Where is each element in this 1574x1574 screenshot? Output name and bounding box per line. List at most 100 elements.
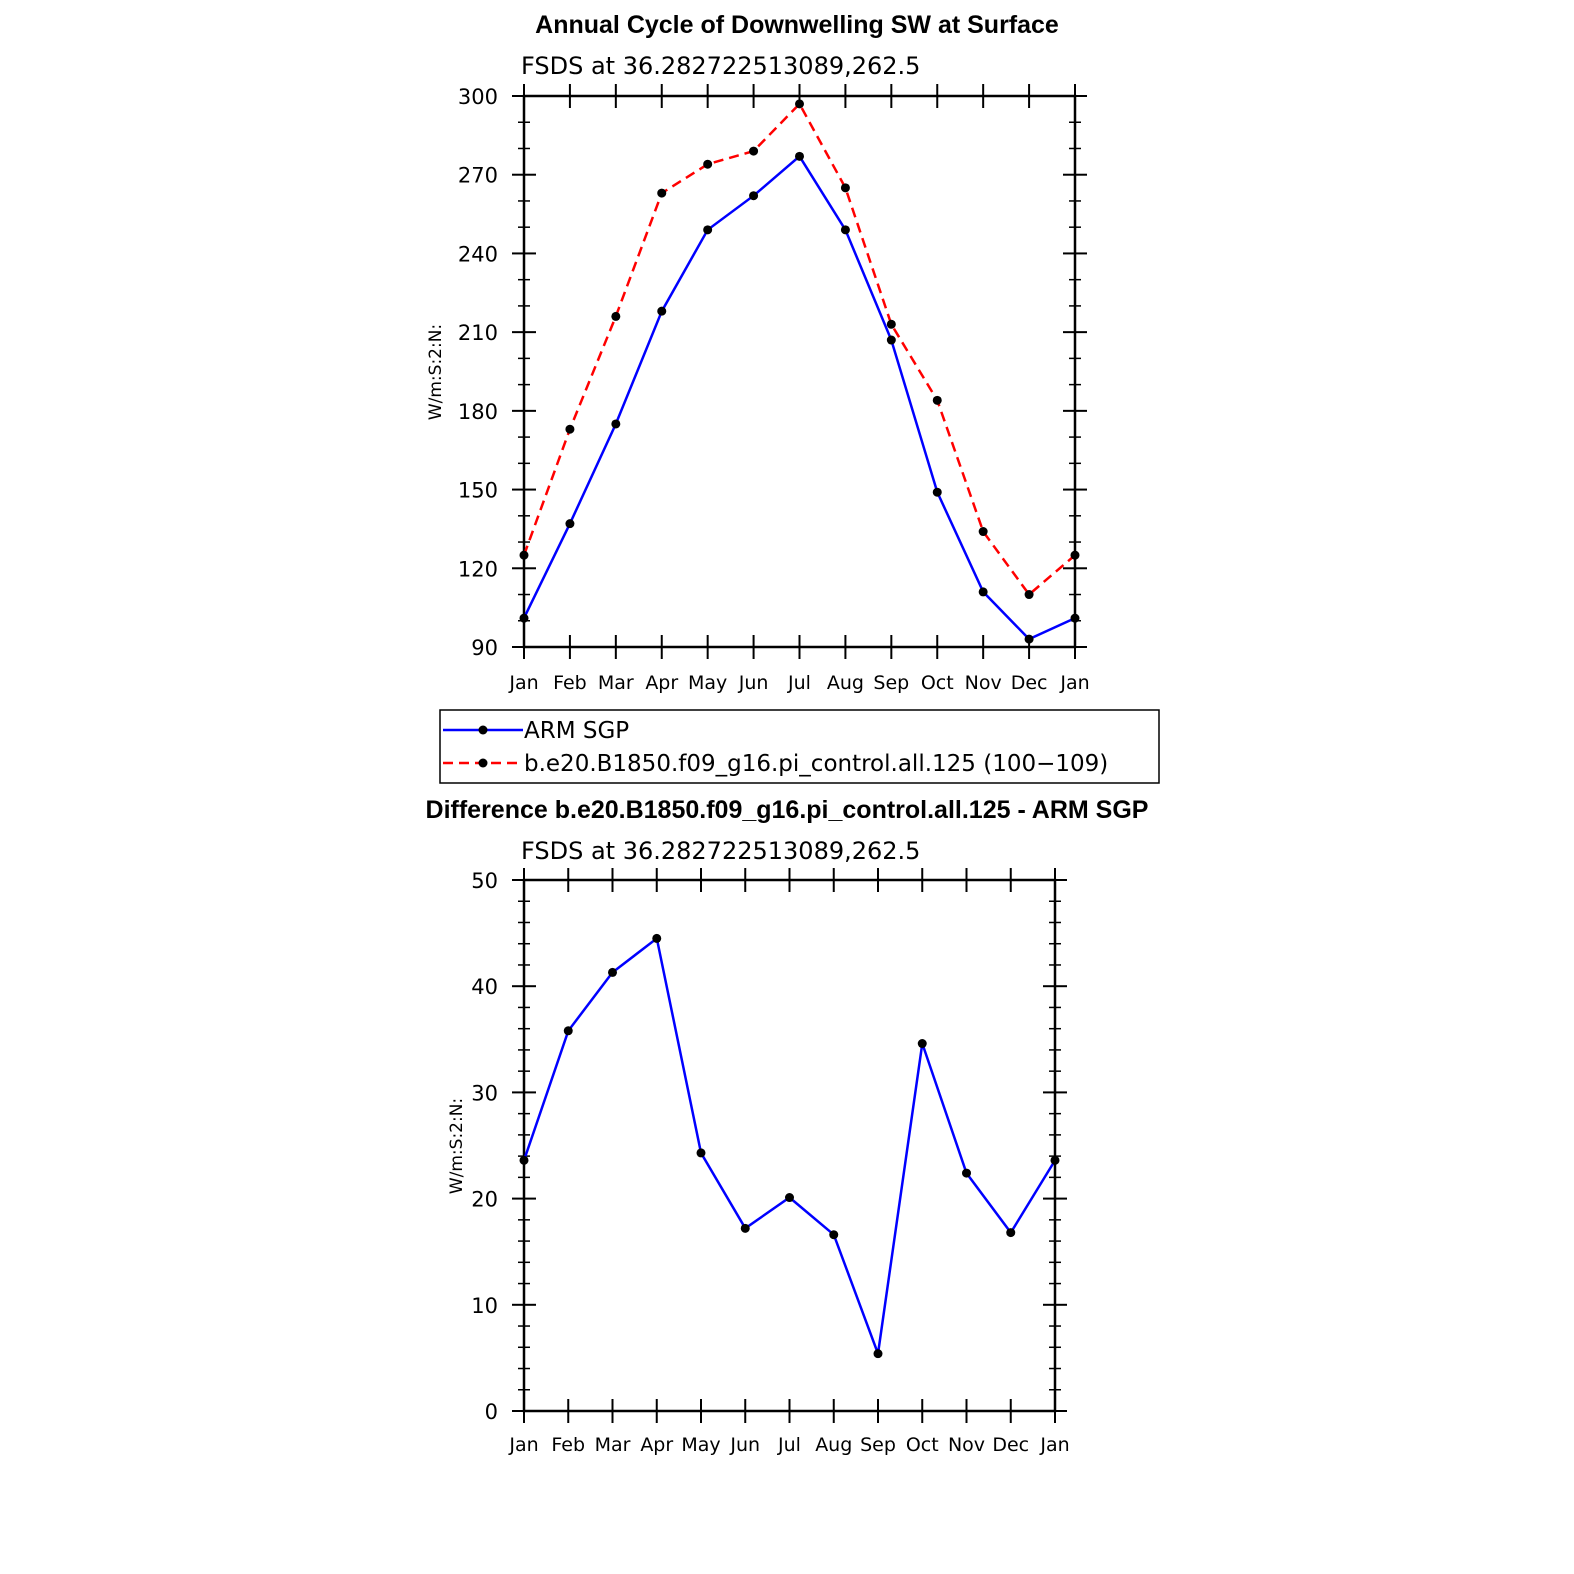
data-point — [886, 335, 896, 345]
data-point — [703, 159, 713, 169]
y-axis-label: W/m:S:2:N: — [426, 324, 446, 420]
x-tick-label: Oct — [921, 672, 954, 694]
annual-cycle-panel: Annual Cycle of Downwelling SW at Surfac… — [426, 11, 1160, 784]
data-point — [740, 1223, 750, 1233]
plot-frame — [522, 878, 1057, 1413]
y-tick-label: 180 — [458, 400, 498, 424]
y-tick-label: 10 — [471, 1294, 498, 1318]
x-tick-label: Jun — [738, 672, 769, 694]
y-tick-label: 90 — [471, 636, 498, 660]
data-point — [932, 487, 942, 497]
y-tick-label: 150 — [458, 479, 498, 503]
x-tick-label: Jun — [729, 1434, 760, 1456]
data-point — [519, 1155, 529, 1165]
y-tick-label: 20 — [471, 1188, 498, 1212]
data-point — [795, 99, 804, 109]
chart-subtitle: FSDS at 36.282722513089,262.5 — [521, 52, 920, 80]
x-tick-label: Jan — [1059, 672, 1089, 694]
data-point — [873, 1349, 883, 1359]
axis-ticks: Jan Feb Mar Apr May Jun Jul Aug Sep Oct Nov Dec Jan 0… — [471, 868, 1070, 1456]
y-tick-label: 40 — [471, 975, 498, 999]
chart-subtitle: FSDS at 36.282722513089,262.5 — [521, 837, 920, 865]
data-point — [519, 613, 529, 623]
plot-frame — [522, 94, 1077, 649]
x-tick-label: Sep — [860, 1434, 896, 1456]
data-point — [565, 424, 575, 434]
data-point — [978, 587, 988, 597]
y-tick-label: 30 — [471, 1081, 498, 1105]
data-point — [652, 933, 662, 943]
chart-title: Difference b.e20.B1850.f09_g16.pi_contro… — [426, 796, 1149, 824]
data-point — [886, 319, 896, 329]
y-tick-label: 270 — [458, 164, 498, 188]
y-axis-label: W/m:S:2:N: — [447, 1098, 467, 1194]
y-tick-label: 240 — [458, 242, 498, 266]
x-tick-label: May — [688, 672, 727, 694]
series-group — [519, 933, 1060, 1359]
data-point — [932, 395, 942, 405]
y-tick-label: 210 — [458, 321, 498, 345]
x-tick-label: Jul — [777, 1434, 801, 1456]
data-point — [785, 1193, 794, 1203]
data-point — [657, 188, 667, 198]
series-line-0 — [522, 154, 1076, 641]
legend-marker-model — [478, 758, 488, 768]
x-tick-label: Jan — [508, 672, 538, 694]
x-tick-label: Nov — [965, 672, 1002, 694]
x-tick-label: Jul — [787, 672, 811, 694]
x-tick-label: Feb — [553, 672, 587, 694]
data-point — [978, 527, 988, 537]
series-group — [519, 99, 1080, 644]
series-line-0 — [522, 936, 1057, 1355]
x-tick-label: Nov — [948, 1434, 985, 1456]
x-tick-label: Dec — [1011, 672, 1048, 694]
chart-title: Annual Cycle of Downwelling SW at Surfac… — [535, 11, 1059, 39]
data-point — [657, 306, 667, 316]
data-point — [829, 1230, 839, 1240]
x-tick-label: Feb — [551, 1434, 585, 1456]
x-tick-label: Mar — [595, 1434, 631, 1456]
x-tick-label: Jan — [1039, 1434, 1069, 1456]
data-point — [795, 151, 804, 161]
data-point — [840, 225, 850, 235]
legend-marker-arm-sgp — [478, 725, 488, 735]
x-tick-label: Mar — [598, 672, 634, 694]
data-point — [749, 191, 759, 201]
data-point — [1024, 634, 1034, 644]
x-tick-label: Apr — [640, 1434, 673, 1456]
data-point — [703, 225, 713, 235]
data-point — [519, 550, 529, 560]
x-tick-label: Oct — [906, 1434, 939, 1456]
x-tick-label: Dec — [992, 1434, 1029, 1456]
x-tick-label: Jan — [508, 1434, 538, 1456]
x-tick-label: May — [681, 1434, 720, 1456]
legend: ARM SGP b.e20.B1850.f09_g16.pi_control.a… — [439, 709, 1160, 784]
data-point — [611, 419, 621, 429]
y-tick-label: 120 — [458, 557, 498, 581]
data-point — [1070, 613, 1080, 623]
data-point — [1006, 1228, 1016, 1238]
data-point — [840, 183, 850, 193]
x-tick-label: Aug — [827, 672, 864, 694]
x-tick-label: Aug — [815, 1434, 852, 1456]
difference-panel: Difference b.e20.B1850.f09_g16.pi_contro… — [426, 796, 1149, 1456]
legend-label-arm-sgp: ARM SGP — [524, 718, 629, 744]
data-point — [1050, 1155, 1060, 1165]
data-point — [611, 311, 621, 321]
y-tick-label: 0 — [485, 1400, 498, 1424]
series-line-1 — [522, 101, 1076, 597]
data-point — [1070, 550, 1080, 560]
data-point — [749, 146, 759, 156]
data-point — [563, 1026, 573, 1036]
x-tick-label: Apr — [645, 672, 678, 694]
data-point — [917, 1039, 927, 1049]
data-point — [565, 519, 575, 529]
data-point — [608, 967, 617, 977]
axis-ticks: Jan Feb Mar Apr May Jun Jul Aug Sep Oct Nov Dec Jan 9… — [458, 84, 1090, 694]
data-point — [962, 1168, 971, 1178]
data-point — [1024, 590, 1034, 600]
y-tick-label: 50 — [471, 869, 498, 893]
y-tick-label: 300 — [458, 85, 498, 109]
x-tick-label: Sep — [873, 672, 909, 694]
